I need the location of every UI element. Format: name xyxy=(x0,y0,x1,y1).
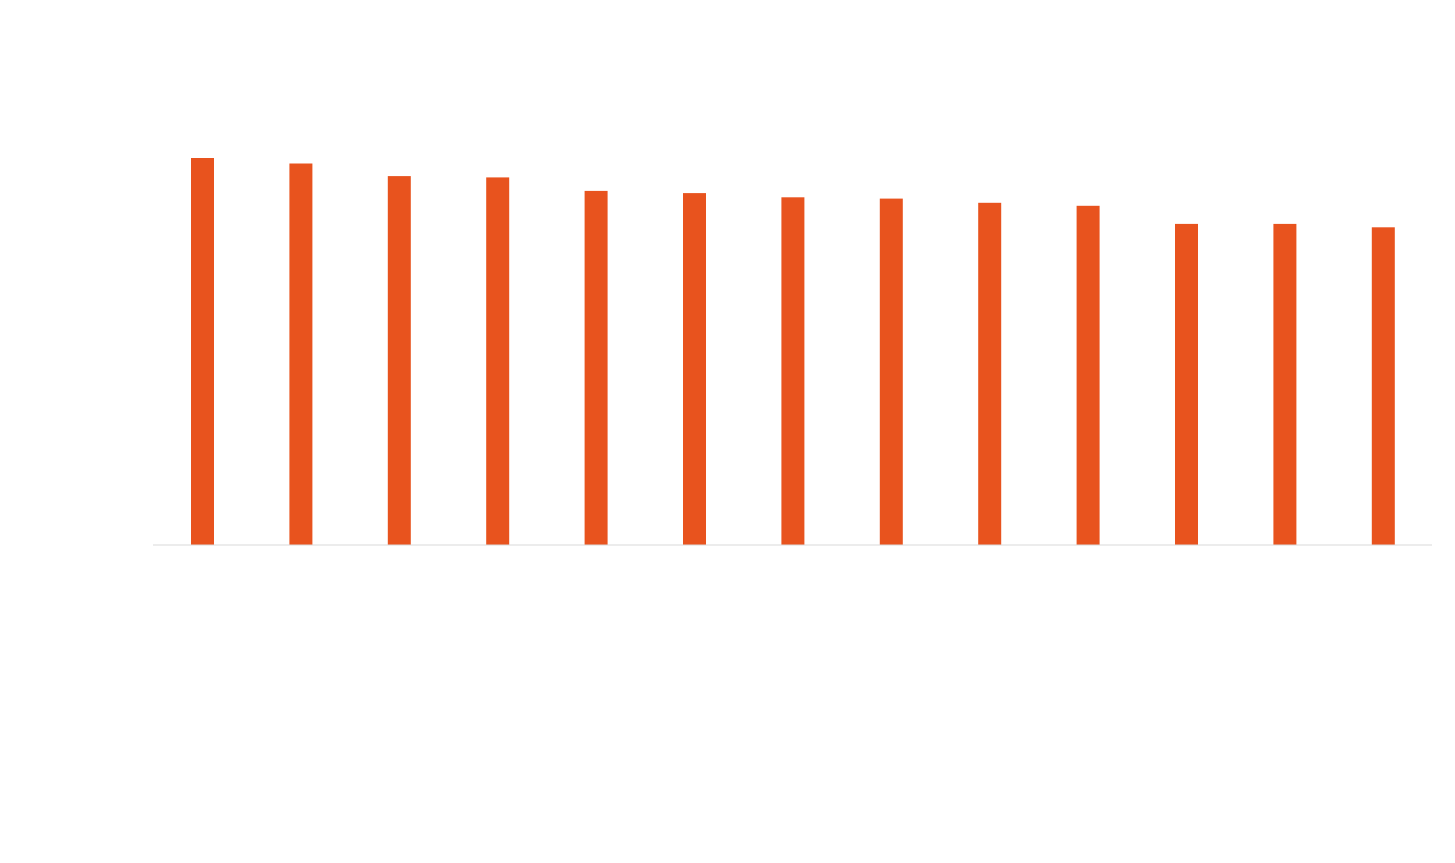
bar-1 xyxy=(191,158,214,545)
bar-4 xyxy=(486,177,510,545)
bar-6 xyxy=(683,193,706,545)
bar-10 xyxy=(1076,205,1100,546)
bar-7 xyxy=(781,197,805,546)
bars-group xyxy=(191,158,1395,546)
bar-13 xyxy=(1371,227,1395,546)
bar-2 xyxy=(289,163,313,545)
bar-3 xyxy=(387,176,411,545)
bar-9 xyxy=(978,202,1002,546)
bar-12 xyxy=(1273,223,1297,545)
bar-8 xyxy=(879,198,903,545)
bar-5 xyxy=(584,190,608,545)
bar-11 xyxy=(1175,223,1198,545)
